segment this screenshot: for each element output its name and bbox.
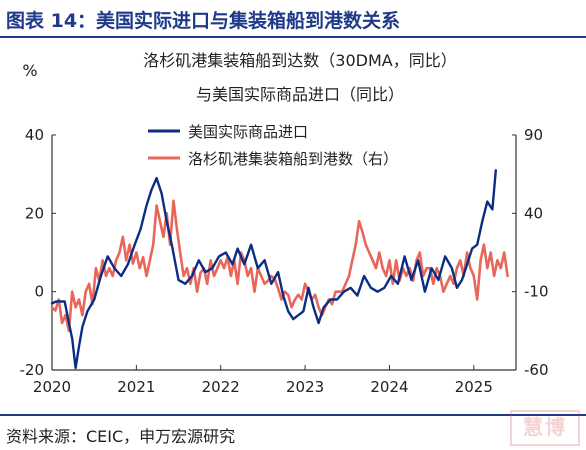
legend-label-navy: 美国实际商品进口: [188, 123, 308, 141]
legend: 美国实际商品进口 洛杉矶港集装箱船到港数（右）: [148, 123, 398, 168]
left-tick-label-2: 20: [25, 204, 44, 222]
left-tick-label-0: -20: [20, 361, 45, 379]
chart-title: 洛杉矶港集装箱船到达数（30DMA，同比）: [143, 51, 456, 70]
x-tick-label-3: 2023: [286, 378, 324, 396]
right-tick-label-1: -10: [524, 283, 549, 301]
left-tick-label-1: 0: [34, 283, 44, 301]
x-tick-label-4: 2024: [370, 378, 408, 396]
figure-header: 图表 14：美国实际进口与集装箱船到港数关系: [0, 0, 586, 40]
axes: -20 0 20 40 -60 -10 40 90 2020 2021 2022 2023 2024 20…: [20, 126, 549, 396]
chart: 洛杉矶港集装箱船到达数（30DMA，同比） 与美国实际商品进口（同比） % -2…: [20, 51, 549, 396]
right-tick-label-0: -60: [524, 361, 549, 379]
chart-subtitle: 与美国实际商品进口（同比）: [196, 85, 404, 104]
header-rule: [0, 36, 586, 38]
legend-item-red: 洛杉矶港集装箱船到港数（右）: [148, 150, 398, 168]
x-tick-label-0: 2020: [33, 378, 71, 396]
x-tick-label-5: 2025: [455, 378, 493, 396]
legend-label-red: 洛杉矶港集装箱船到港数（右）: [188, 150, 398, 168]
y-axis-label-left: %: [22, 61, 37, 80]
series-line-real-imports: [50, 169, 497, 370]
figure-title: 图表 14：美国实际进口与集装箱船到港数关系: [6, 10, 401, 32]
x-tick-label-2: 2022: [202, 378, 240, 396]
x-tick-label-1: 2021: [117, 378, 155, 396]
right-tick-label-3: 90: [524, 126, 543, 144]
left-tick-label-3: 40: [25, 126, 44, 144]
right-tick-label-2: 40: [524, 204, 543, 222]
series-line-port-arrivals: [50, 199, 509, 333]
series-layer: [50, 169, 509, 370]
footer-rule: [0, 414, 586, 416]
watermark-stamp: 慧博: [510, 410, 580, 446]
legend-item-navy: 美国实际商品进口: [148, 123, 308, 141]
source-note: 资料来源：CEIC，申万宏源研究: [6, 427, 236, 446]
